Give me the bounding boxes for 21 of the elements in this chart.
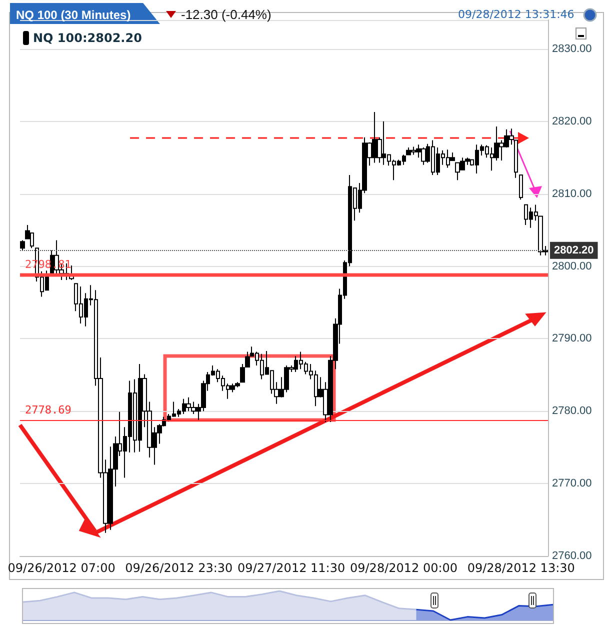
candlestick bbox=[20, 240, 25, 251]
ref-line-label: 2802.20 bbox=[554, 244, 594, 256]
y-tick-label: 2780.00 bbox=[552, 405, 592, 418]
annotation: 09/28/2012 13:31:46 bbox=[458, 8, 574, 21]
annotation: -12.30 (-0.44%) bbox=[181, 7, 272, 22]
y-tick-label: 2770.00 bbox=[552, 478, 592, 490]
y-tick-label: 2800.00 bbox=[552, 260, 592, 272]
y-tick-label: 2760.00 bbox=[552, 550, 592, 562]
x-tick-label: 09/28/2012 13:30 bbox=[467, 561, 575, 575]
x-tick-label: 09/26/2012 07:00 bbox=[8, 561, 116, 575]
candlestick bbox=[519, 174, 523, 200]
x-tick-label: 09/26/2012 23:30 bbox=[125, 561, 233, 575]
y-tick-label: 2820.00 bbox=[552, 115, 592, 128]
y-tick-label: 2810.00 bbox=[552, 188, 592, 200]
legend-label: NQ 100:2802.20 bbox=[33, 31, 142, 45]
y-tick-label: 2830.00 bbox=[552, 42, 592, 55]
ref-line-label: 2778.69 bbox=[25, 404, 72, 417]
x-tick-label: 09/28/2012 00:00 bbox=[350, 561, 458, 575]
x-tick-label: 09/27/2012 11:30 bbox=[238, 561, 346, 575]
chart-title: NQ 100 (30 Minutes) bbox=[16, 7, 131, 24]
y-tick-label: 2790.00 bbox=[552, 332, 592, 345]
